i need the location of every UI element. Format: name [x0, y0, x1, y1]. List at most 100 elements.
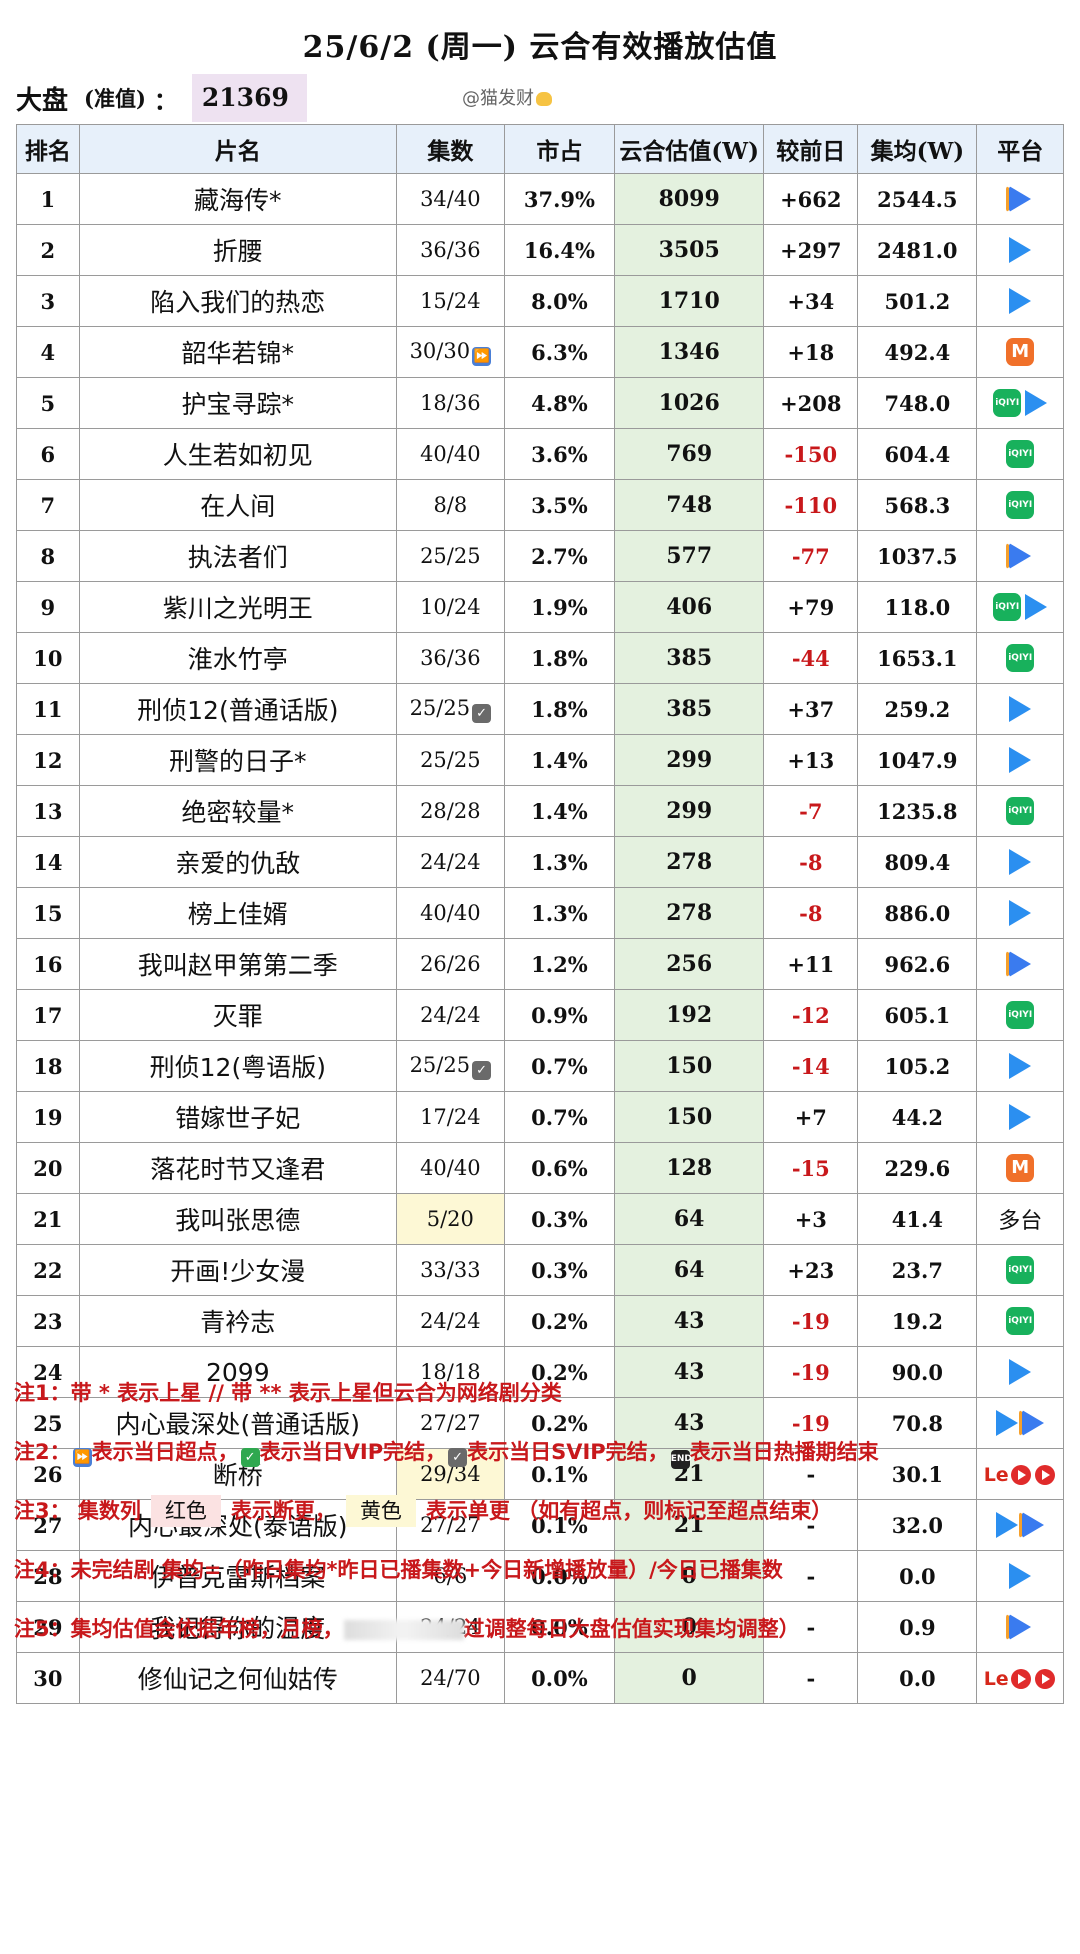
cell-est: 406	[614, 581, 765, 633]
rank-text: 4	[40, 339, 56, 365]
cell-chg: +34	[763, 275, 859, 327]
cell-name: 陷入我们的热恋	[78, 275, 397, 327]
eps-text: 18/36	[420, 391, 481, 415]
cell-name: 刑侦12(普通话版)	[78, 683, 397, 735]
chg-text: +3	[794, 1206, 827, 1232]
note-3: 注3： 集数列 红色 表示断更， 黄色 表示单更 （如有超点，则标记至超点结束）	[14, 1482, 1064, 1541]
est-text: 192	[666, 1002, 713, 1028]
est-text: 64	[673, 1206, 705, 1232]
cell-eps: 40/40	[395, 428, 505, 480]
est-text: 1026	[658, 390, 720, 416]
cell-chg: +18	[763, 326, 859, 378]
tencent-video-icon	[1025, 390, 1048, 416]
note-2-end: 表示当日热播期结束	[689, 1440, 879, 1464]
name-text: 刑警的日子*	[169, 747, 307, 776]
est-text: 577	[666, 543, 713, 569]
cell-est: 64	[614, 1244, 765, 1296]
table-row: 15 榜上佳婿 40/40 1.3% 278 -8 886.0	[16, 887, 1064, 939]
iqiyi-icon: iQIYI	[1006, 797, 1035, 825]
note-2-vip: 表示当日VIP完结，	[259, 1440, 447, 1464]
chg-text: +18	[787, 339, 835, 365]
eps-text: 25/25	[409, 695, 471, 720]
table-header-row: 排名 片名 集数 市占 云合估值(W) 较前日 集均(W) 平台	[16, 124, 1064, 174]
est-text: 299	[666, 798, 713, 824]
cell-eps: 36/36	[395, 224, 505, 276]
cell-share: 0.7%	[503, 1091, 616, 1143]
cell-name: 刑侦12(粤语版)	[78, 1040, 397, 1092]
cell-rank: 22	[16, 1244, 80, 1296]
est-text: 43	[673, 1308, 705, 1334]
rank-text: 22	[33, 1257, 63, 1283]
cell-platform: Le	[976, 1448, 1064, 1500]
eps-text: 25/25	[409, 1052, 471, 1077]
cell-name: 开画!少女漫	[78, 1244, 397, 1296]
tencent-video-icon	[1009, 1053, 1032, 1079]
cell-share: 0.9%	[503, 989, 616, 1041]
cell-chg: +662	[763, 173, 859, 225]
page-title: 25/6/2 (周一) 云合有效播放估值	[302, 30, 778, 65]
share-text: 1.8%	[531, 645, 588, 671]
avg-text: 2481.0	[877, 237, 958, 263]
est-text: 256	[666, 951, 713, 977]
tencent-video-icon	[1009, 747, 1032, 773]
cell-share: 37.9%	[503, 173, 616, 225]
est-text: 0	[681, 1665, 697, 1691]
rank-text: 19	[33, 1104, 63, 1130]
name-text: 落花时节又逢君	[150, 1155, 326, 1184]
rank-text: 3	[40, 288, 56, 314]
avg-text: 568.3	[884, 492, 951, 518]
iqiyi-icon: iQIYI	[1006, 1001, 1035, 1029]
cell-platform: iQIYI	[976, 632, 1064, 684]
cell-name: 我叫赵甲第第二季	[78, 938, 397, 990]
cell-avg: 568.3	[857, 479, 978, 531]
name-text: 淮水竹亭	[187, 645, 288, 674]
cell-platform	[976, 1091, 1064, 1143]
cell-avg: 748.0	[857, 377, 978, 429]
cell-est: 256	[614, 938, 765, 990]
eps-text: 33/33	[420, 1258, 481, 1282]
share-text: 1.8%	[531, 696, 588, 722]
youku-icon	[1009, 186, 1032, 212]
cell-est: 43	[614, 1346, 765, 1398]
cell-avg: 809.4	[857, 836, 978, 888]
cell-platform: iQIYI	[976, 581, 1064, 633]
avg-text: 118.0	[884, 594, 951, 620]
cell-name: 执法者们	[78, 530, 397, 582]
cell-eps: 24/70	[395, 1652, 505, 1704]
cell-name: 藏海传*	[78, 173, 397, 225]
cell-share: 1.9%	[503, 581, 616, 633]
tencent-video-icon	[996, 1512, 1019, 1538]
table-row: 12 刑警的日子* 25/25 1.4% 299 +13 1047.9	[16, 734, 1064, 786]
cell-eps: 15/24	[395, 275, 505, 327]
avg-text: 604.4	[884, 441, 951, 467]
share-text: 0.3%	[531, 1206, 588, 1232]
cell-avg: 886.0	[857, 887, 978, 939]
cell-est: 64	[614, 1193, 765, 1245]
letv-logo: Le	[983, 1667, 1009, 1690]
cell-platform	[976, 887, 1064, 939]
eps-text: 40/40	[420, 1156, 481, 1180]
cell-chg: -	[763, 1652, 859, 1704]
table-row: 22 开画!少女漫 33/33 0.3% 64 +23 23.7 iQIYI	[16, 1244, 1064, 1296]
cell-eps: 40/40	[395, 887, 505, 939]
cell-platform	[976, 1550, 1064, 1602]
eps-text: 27/27	[420, 1513, 481, 1537]
chg-text: +208	[780, 390, 842, 416]
cell-chg: -	[763, 1550, 859, 1602]
name-text: 修仙记之何仙姑传	[137, 1665, 338, 1694]
vip-check-icon: ✓	[240, 1448, 260, 1467]
cell-est: 1346	[614, 326, 765, 378]
eps-text: 17/24	[420, 1105, 481, 1129]
cell-avg: 229.6	[857, 1142, 978, 1194]
est-text: 385	[666, 645, 713, 671]
rank-text: 30	[33, 1665, 63, 1691]
cell-rank: 7	[16, 479, 80, 531]
avg-text: 1047.9	[877, 747, 958, 773]
cell-est: 0	[614, 1652, 765, 1704]
cell-share: 0.2%	[503, 1346, 616, 1398]
avg-text: 19.2	[891, 1308, 943, 1334]
cell-est: 43	[614, 1295, 765, 1347]
rank-text: 28	[33, 1563, 63, 1589]
rank-text: 14	[33, 849, 63, 875]
cell-avg: 105.2	[857, 1040, 978, 1092]
